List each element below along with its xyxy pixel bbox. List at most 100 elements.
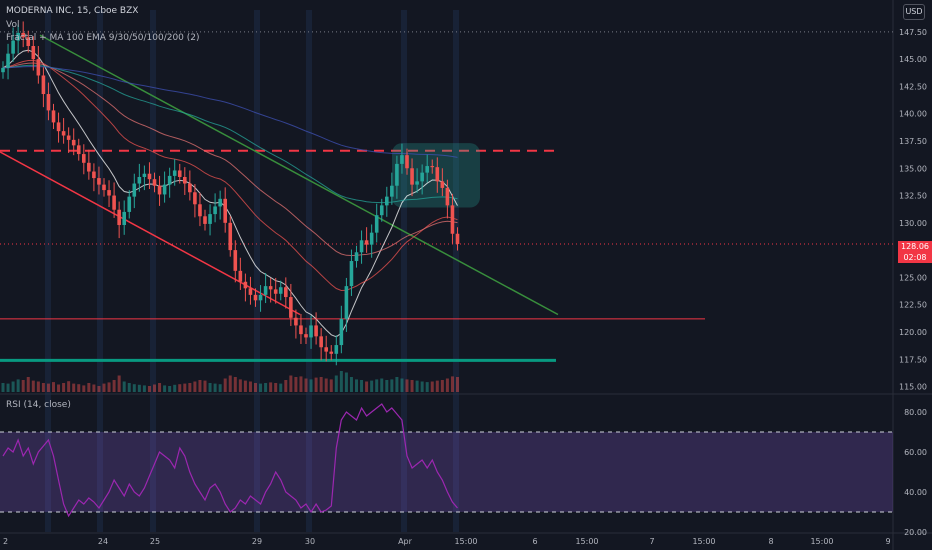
- rsi-tick-label-0: 80.00: [904, 408, 927, 417]
- candle-body-38: [193, 192, 197, 205]
- candle-body-22: [112, 195, 116, 210]
- candle-body-58: [294, 317, 298, 326]
- volume-bar-78: [395, 377, 399, 392]
- candle-body-51: [258, 294, 263, 301]
- candle-body-0: [1, 67, 5, 73]
- ema-line-200: [2, 65, 458, 158]
- volume-bar-36: [183, 383, 187, 392]
- volume-bar-9: [46, 383, 50, 392]
- volume-bar-22: [112, 380, 116, 392]
- candle-body-8: [41, 75, 46, 95]
- volume-bar-88: [445, 378, 449, 392]
- volume-bar-72: [365, 381, 369, 392]
- ema-line-30: [2, 59, 458, 292]
- volume-bar-32: [163, 385, 167, 392]
- volume-bar-43: [218, 384, 222, 392]
- candle-body-1: [6, 53, 10, 68]
- volume-bar-69: [349, 377, 353, 392]
- volume-bar-63: [319, 377, 323, 392]
- volume-bar-29: [147, 386, 151, 392]
- volume-bar-60: [304, 378, 308, 392]
- volume-bar-82: [415, 380, 419, 392]
- candle-body-4: [21, 32, 25, 38]
- volume-bar-2: [11, 381, 15, 392]
- volume-bar-65: [329, 379, 333, 392]
- candle-body-80: [405, 155, 409, 169]
- volume-bar-34: [173, 384, 177, 392]
- candle-body-29: [147, 173, 152, 180]
- volume-bar-26: [132, 384, 136, 392]
- candle-body-3: [16, 32, 20, 41]
- volume-bar-58: [294, 377, 298, 392]
- volume-legend[interactable]: Vol: [6, 20, 20, 30]
- candle-body-47: [238, 270, 243, 282]
- candle-body-87: [440, 181, 445, 188]
- candle-body-49: [248, 288, 253, 295]
- symbol-legend[interactable]: MODERNA INC, 15, Cboe BZX: [6, 6, 139, 16]
- volume-bar-55: [279, 383, 283, 392]
- rsi-tick-label-1: 60.00: [904, 448, 927, 457]
- volume-bar-7: [36, 381, 40, 392]
- price-tick-label-0: 147.50: [899, 28, 927, 37]
- volume-bar-16: [82, 385, 86, 392]
- candle-body-65: [329, 351, 334, 354]
- candle-body-39: [198, 204, 202, 217]
- ema-line-9: [2, 49, 458, 338]
- candle-body-50: [253, 294, 258, 301]
- candle-body-30: [152, 179, 157, 186]
- volume-bar-5: [26, 377, 30, 392]
- volume-bar-84: [425, 382, 429, 392]
- candle-body-59: [299, 325, 303, 335]
- volume-bar-80: [405, 379, 409, 392]
- candle-body-43: [218, 198, 222, 207]
- candle-body-23: [117, 209, 121, 226]
- price-tick-label-7: 130.00: [899, 219, 927, 228]
- ema-line-100: [2, 64, 458, 204]
- time-tick-label-4: 30: [305, 537, 315, 546]
- candle-body-35: [177, 170, 182, 177]
- volume-bar-75: [380, 378, 384, 392]
- rsi-legend[interactable]: RSI (14, close): [6, 400, 71, 410]
- session-marker-1: [97, 10, 103, 532]
- rsi-tick-label-3: 20.00: [904, 528, 927, 537]
- price-tick-label-12: 117.50: [899, 355, 927, 364]
- rsi-line: [2, 403, 458, 518]
- volume-bar-15: [77, 384, 81, 392]
- candle-body-79: [400, 155, 404, 164]
- candle-body-61: [309, 325, 313, 338]
- session-marker-3: [254, 10, 260, 532]
- candle-body-68: [344, 286, 349, 319]
- candle-body-86: [435, 167, 440, 182]
- session-marker-4: [306, 10, 312, 532]
- candle-body-77: [390, 185, 394, 197]
- volume-bar-62: [314, 377, 318, 392]
- candle-body-71: [359, 240, 364, 253]
- candle-body-72: [364, 240, 369, 245]
- volume-bar-85: [430, 381, 434, 392]
- candle-body-81: [410, 168, 414, 185]
- last-price-value: 128.06: [901, 242, 929, 251]
- volume-bar-13: [67, 381, 71, 392]
- volume-bar-56: [284, 380, 288, 392]
- time-tick-label-10: 15:00: [692, 537, 715, 546]
- volume-bar-53: [269, 382, 273, 392]
- candle-body-57: [289, 297, 293, 318]
- candle-body-66: [334, 345, 339, 354]
- indicator-legend[interactable]: Fractal + MA 100 EMA 9/30/50/100/200 (2): [6, 33, 200, 43]
- candle-body-74: [374, 215, 379, 233]
- candle-body-84: [425, 166, 429, 173]
- candle-body-21: [107, 190, 111, 196]
- candle-body-13: [66, 135, 71, 140]
- price-tick-label-10: 122.50: [899, 301, 927, 310]
- rsi-tick-label-2: 40.00: [904, 488, 927, 497]
- volume-bar-52: [264, 383, 268, 392]
- time-tick-label-5: Apr: [398, 537, 413, 546]
- volume-bar-12: [62, 383, 66, 392]
- currency-button[interactable]: USD: [903, 4, 925, 20]
- candle-body-37: [188, 183, 192, 193]
- time-tick-label-2: 25: [150, 537, 160, 546]
- session-marker-5: [401, 10, 407, 532]
- volume-bar-4: [21, 380, 25, 392]
- candle-body-88: [445, 187, 450, 206]
